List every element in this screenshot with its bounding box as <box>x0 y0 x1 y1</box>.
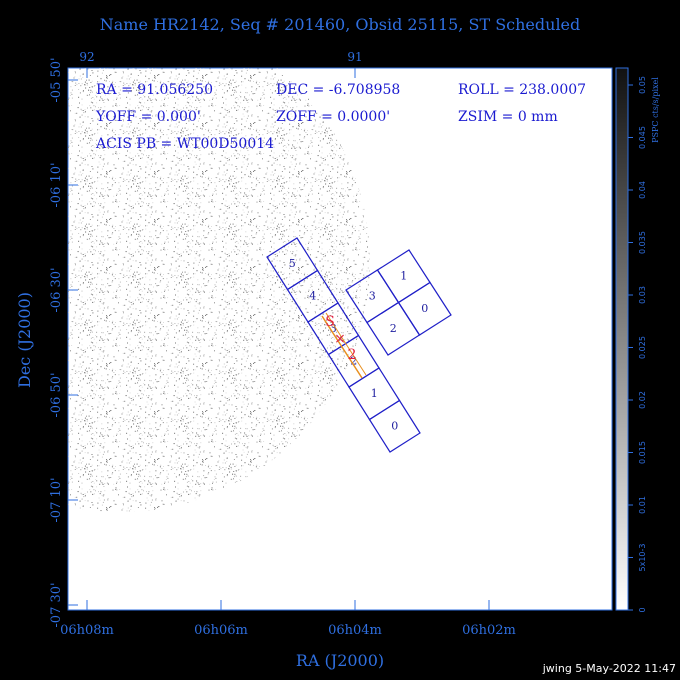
acis-s-chip <box>368 399 421 453</box>
title: Name HR2142, Seq # 201460, Obsid 25115, … <box>100 15 581 34</box>
chip-label: 3 <box>330 322 337 335</box>
acis-i-chip <box>397 281 452 336</box>
y-tick-label: -06 30' <box>49 267 64 312</box>
chip-label: 2 <box>350 354 357 367</box>
colorbar-tick-label: 5x10-3 <box>638 544 647 572</box>
aimpoint-cross: × <box>334 331 346 347</box>
y-tick-label: -07 10' <box>49 477 64 522</box>
colorbar-tick-label: 0.03 <box>638 286 647 304</box>
colorbar-tick-label: 0.045 <box>638 126 647 149</box>
pspc-image <box>68 68 370 512</box>
chip-label: 1 <box>371 387 378 400</box>
aimpoint-marker: 2 <box>348 347 357 363</box>
target-slit <box>325 312 367 376</box>
x-tick-label: 06h04m <box>328 623 382 638</box>
y-tick-label: -06 10' <box>49 162 64 207</box>
sky-image <box>68 68 370 512</box>
top-tick-label: 91 <box>347 50 362 64</box>
chip-label: 5 <box>289 257 296 270</box>
chip-label: 1 <box>400 269 407 282</box>
pointing-info: RA = 91.056250 <box>96 82 213 98</box>
footer: jwing 5-May-2022 11:47 <box>542 662 676 675</box>
colorbar-tick-label: 0.04 <box>638 181 647 199</box>
pointing-info: YOFF = 0.000' <box>95 109 201 125</box>
colorbar-tick-label: 0.01 <box>638 496 647 514</box>
colorbar-tick-label: 0.02 <box>638 391 647 409</box>
top-tick-label: 92 <box>79 50 94 64</box>
x-tick-label: 06h06m <box>194 623 248 638</box>
pointing-info: ZOFF = 0.0000' <box>276 109 390 125</box>
chip-label: 0 <box>391 419 398 432</box>
colorbar-tick-label: 0.035 <box>638 231 647 254</box>
y-axis-label: Dec (J2000) <box>15 292 34 388</box>
colorbar-tick-label: 0.05 <box>638 76 647 94</box>
chip-label: 0 <box>421 302 428 315</box>
colorbar-tick-label: 0.025 <box>638 336 647 359</box>
colorbar <box>615 67 629 611</box>
pointing-info: DEC = -6.708958 <box>276 82 400 98</box>
pointing-info: ROLL = 238.0007 <box>458 82 586 98</box>
chip-label: 2 <box>390 322 397 335</box>
chip-label: 4 <box>309 289 316 302</box>
axis-ticks <box>68 68 633 611</box>
y-tick-label: -05 50' <box>49 57 64 102</box>
y-tick-label: -06 50' <box>49 372 64 417</box>
colorbar-tick-label: 0.015 <box>638 441 647 464</box>
colorbar-tick-label: 0 <box>638 607 647 612</box>
pointing-info: ZSIM = 0 mm <box>458 109 558 125</box>
aimpoint-marker: S <box>325 314 335 330</box>
y-tick-label: -07 30' <box>49 582 64 627</box>
target-slit <box>321 315 363 379</box>
colorbar-label: PSPC cts/s/pixel <box>651 77 660 143</box>
x-axis-label: RA (J2000) <box>296 651 384 670</box>
pointing-info: ACIS PB = WT00D50014 <box>95 136 274 152</box>
x-tick-label: 06h02m <box>462 623 516 638</box>
chip-label: 3 <box>369 289 376 302</box>
x-tick-label: 06h08m <box>60 623 114 638</box>
